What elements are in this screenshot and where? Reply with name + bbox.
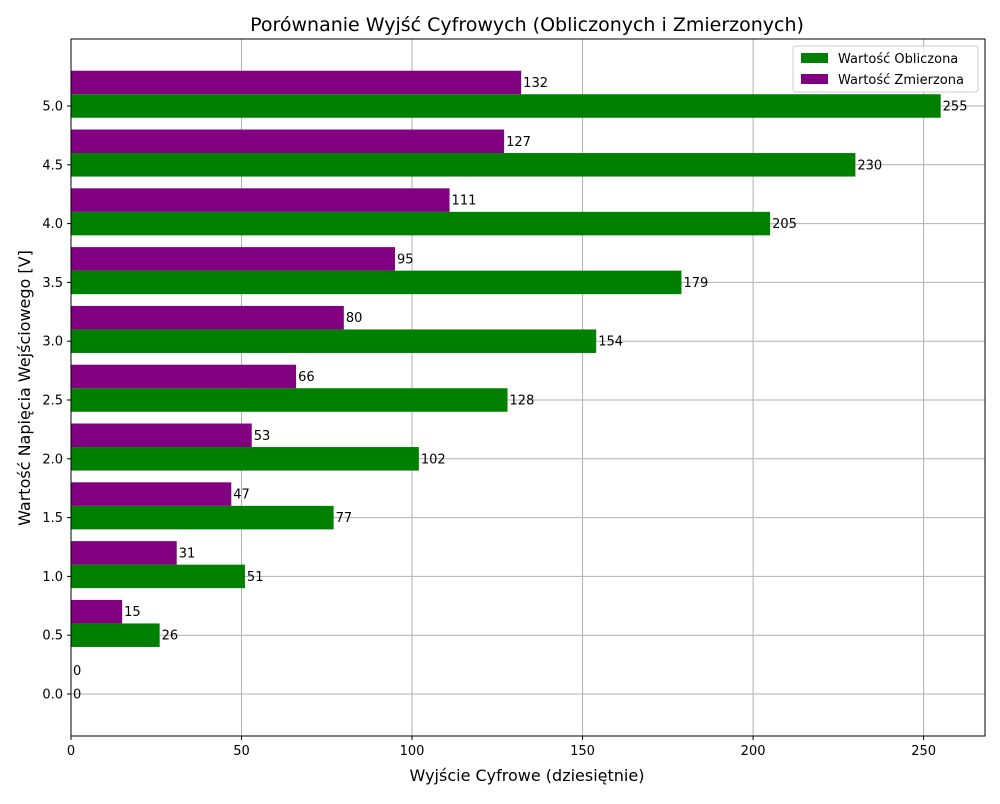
y-axis-label: Wartość Napięcia Wejściowego [V] [15, 250, 34, 526]
bar-measured [71, 599, 123, 624]
x-tick-label: 150 [570, 744, 595, 759]
y-tick-label: 1.0 [42, 570, 63, 585]
data-label-measured: 53 [254, 429, 271, 444]
bar-calculated [71, 329, 597, 353]
data-label-calculated: 77 [336, 511, 353, 526]
y-tick-label: 2.5 [42, 394, 63, 409]
data-label-calculated: 230 [857, 158, 882, 173]
data-label-calculated: 179 [683, 276, 708, 291]
bar-calculated [71, 211, 771, 236]
x-tick-label: 0 [67, 744, 75, 759]
bar-calculated [71, 153, 856, 177]
bar-calculated [71, 388, 508, 412]
data-label-measured: 31 [179, 546, 196, 561]
bar-calculated [71, 564, 245, 589]
bar-measured [71, 129, 505, 154]
data-label-measured: 132 [523, 76, 548, 91]
y-tick-label: 1.5 [42, 511, 63, 526]
bar-measured [71, 423, 252, 448]
data-label-calculated: 205 [772, 217, 797, 232]
data-label-calculated: 26 [162, 629, 179, 644]
data-label-calculated: 51 [247, 570, 264, 585]
data-label-calculated: 102 [421, 452, 446, 467]
bar-calculated [71, 94, 941, 118]
data-labels: 0 0 26 15 51 31 77 47 102 53 128 66 154 80 179 95 205 111… [73, 76, 967, 703]
x-ticks: 0 50 100 150 200 250 [67, 736, 936, 759]
data-label-calculated: 0 [73, 688, 81, 703]
y-tick-label: 2.0 [42, 452, 63, 467]
y-tick-label: 3.5 [42, 276, 63, 291]
bar-measured [71, 364, 297, 389]
y-tick-label: 0.0 [42, 688, 63, 703]
data-label-measured: 66 [298, 370, 315, 385]
data-label-calculated: 154 [598, 335, 623, 350]
data-label-measured: 47 [233, 488, 250, 503]
legend-swatch-calculated [801, 53, 828, 63]
data-label-measured: 127 [506, 135, 531, 150]
bar-calculated [71, 270, 682, 295]
data-label-calculated: 128 [510, 394, 535, 409]
bar-measured [71, 70, 522, 95]
bar-calculated [71, 623, 160, 647]
bars [71, 70, 941, 647]
bar-measured [71, 482, 232, 506]
data-label-measured: 80 [346, 311, 363, 326]
plot-frame [70, 38, 986, 737]
y-tick-label: 5.0 [42, 100, 63, 115]
data-label-calculated: 255 [943, 100, 968, 115]
bar-measured [71, 188, 450, 212]
y-tick-label: 0.5 [42, 629, 63, 644]
bar-measured [71, 247, 395, 271]
bar-measured [71, 541, 177, 565]
legend-label-calculated: Wartość Obliczona [838, 52, 958, 67]
bar-calculated [71, 447, 419, 471]
legend-label-measured: Wartość Zmierzona [838, 73, 964, 88]
legend-swatch-measured [801, 74, 828, 84]
data-label-measured: 111 [452, 194, 477, 209]
x-axis-label: Wyjście Cyfrowe (dziesiętnie) [410, 766, 645, 785]
chart-title: Porównanie Wyjść Cyfrowych (Obliczonych … [250, 14, 804, 36]
y-ticks: 0.0 0.5 1.0 1.5 2.0 2.5 3.0 3.5 4.0 4.5 5.0 [42, 100, 71, 703]
legend-box [792, 45, 979, 93]
y-tick-label: 4.0 [42, 217, 63, 232]
x-tick-label: 100 [400, 744, 425, 759]
bar-measured [71, 305, 344, 330]
data-label-measured: 95 [397, 252, 414, 267]
data-label-measured: 0 [73, 664, 81, 679]
y-tick-label: 4.5 [42, 158, 63, 173]
bar-calculated [71, 505, 334, 530]
x-tick-label: 250 [911, 744, 936, 759]
x-tick-label: 50 [233, 744, 250, 759]
x-tick-label: 200 [741, 744, 766, 759]
data-label-measured: 15 [124, 605, 141, 620]
legend: Wartość Obliczona Wartość Zmierzona [792, 45, 979, 93]
y-tick-label: 3.0 [42, 335, 63, 350]
